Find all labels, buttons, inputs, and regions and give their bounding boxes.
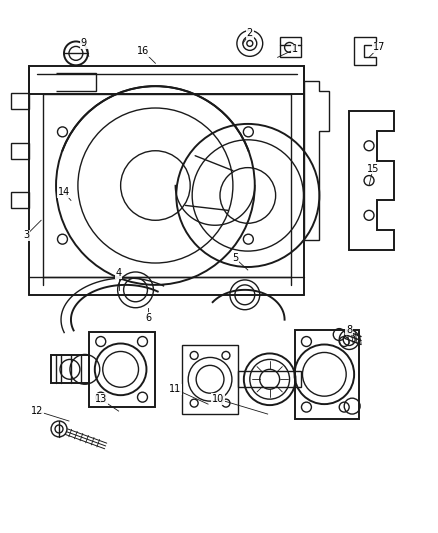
Bar <box>51 356 89 383</box>
Text: 8: 8 <box>346 325 352 335</box>
Text: 4: 4 <box>116 268 122 278</box>
Text: 13: 13 <box>95 394 107 404</box>
Text: 14: 14 <box>58 188 70 197</box>
Text: 6: 6 <box>145 313 152 322</box>
Text: 16: 16 <box>138 46 150 56</box>
Text: 1: 1 <box>291 44 297 54</box>
Text: 9: 9 <box>81 38 87 49</box>
Text: 3: 3 <box>23 230 29 240</box>
Text: 5: 5 <box>232 253 238 263</box>
Text: 15: 15 <box>367 164 379 174</box>
Text: 11: 11 <box>169 384 181 394</box>
Text: 2: 2 <box>247 28 253 38</box>
Text: 17: 17 <box>373 43 385 52</box>
Text: 12: 12 <box>31 406 43 416</box>
Text: 10: 10 <box>212 394 224 404</box>
